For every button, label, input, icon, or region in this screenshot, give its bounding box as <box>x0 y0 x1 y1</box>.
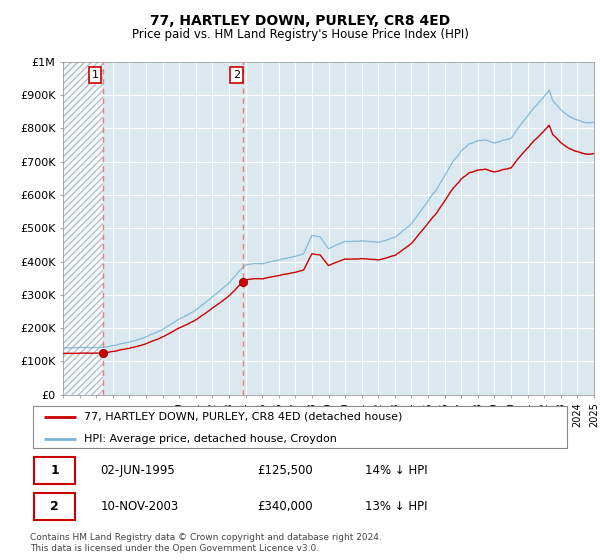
FancyBboxPatch shape <box>34 493 75 520</box>
Text: Price paid vs. HM Land Registry's House Price Index (HPI): Price paid vs. HM Land Registry's House … <box>131 28 469 41</box>
FancyBboxPatch shape <box>34 456 75 484</box>
Text: 02-JUN-1995: 02-JUN-1995 <box>100 464 175 477</box>
Text: 14% ↓ HPI: 14% ↓ HPI <box>365 464 427 477</box>
Text: £340,000: £340,000 <box>257 500 313 513</box>
Text: Contains HM Land Registry data © Crown copyright and database right 2024.
This d: Contains HM Land Registry data © Crown c… <box>30 533 382 553</box>
Text: 2: 2 <box>50 500 59 513</box>
Text: 2: 2 <box>233 70 240 80</box>
Text: £125,500: £125,500 <box>257 464 313 477</box>
FancyBboxPatch shape <box>33 405 568 449</box>
Text: 10-NOV-2003: 10-NOV-2003 <box>100 500 178 513</box>
Text: 1: 1 <box>50 464 59 477</box>
Text: HPI: Average price, detached house, Croydon: HPI: Average price, detached house, Croy… <box>84 434 337 444</box>
Text: 1: 1 <box>91 70 98 80</box>
Bar <box>63 62 103 395</box>
Text: 13% ↓ HPI: 13% ↓ HPI <box>365 500 427 513</box>
Text: 77, HARTLEY DOWN, PURLEY, CR8 4ED: 77, HARTLEY DOWN, PURLEY, CR8 4ED <box>150 14 450 28</box>
Text: 77, HARTLEY DOWN, PURLEY, CR8 4ED (detached house): 77, HARTLEY DOWN, PURLEY, CR8 4ED (detac… <box>84 412 403 422</box>
